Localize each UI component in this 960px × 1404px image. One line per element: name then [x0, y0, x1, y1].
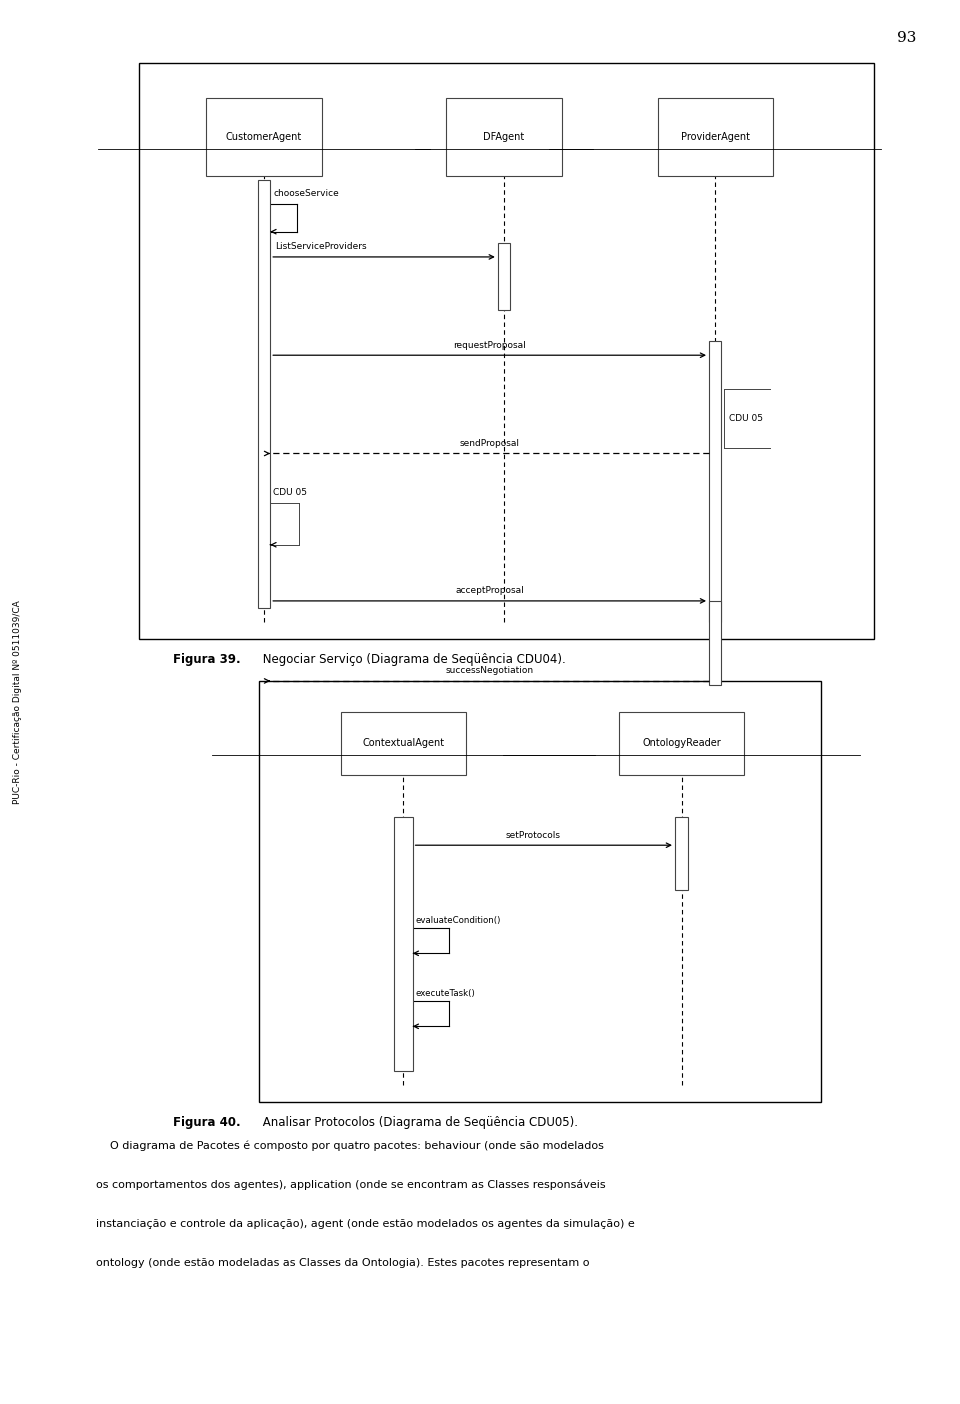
Text: ProviderAgent: ProviderAgent — [681, 132, 750, 142]
Text: os comportamentos dos agentes), application (onde se encontram as Classes respon: os comportamentos dos agentes), applicat… — [96, 1179, 606, 1189]
Text: Figura 40.: Figura 40. — [173, 1116, 240, 1129]
Bar — [675, 817, 688, 890]
Text: Analisar Protocolos (Diagrama de Seqüência CDU05).: Analisar Protocolos (Diagrama de Seqüênc… — [259, 1116, 578, 1129]
Text: setProtocols: setProtocols — [505, 831, 561, 840]
Bar — [206, 98, 322, 176]
Text: ContextualAgent: ContextualAgent — [362, 739, 444, 748]
Bar — [708, 601, 722, 685]
Text: ListServiceProviders: ListServiceProviders — [276, 243, 367, 251]
Bar — [498, 243, 511, 310]
Text: acceptProposal: acceptProposal — [455, 587, 524, 595]
Text: Figura 39.: Figura 39. — [173, 653, 240, 665]
Bar — [446, 98, 562, 176]
Bar — [394, 817, 413, 1071]
Bar — [257, 180, 271, 608]
Text: CustomerAgent: CustomerAgent — [226, 132, 302, 142]
Text: 93: 93 — [898, 31, 917, 45]
Bar — [658, 98, 773, 176]
Text: evaluateCondition(): evaluateCondition() — [416, 917, 501, 925]
Text: CDU 05: CDU 05 — [730, 414, 763, 423]
Text: chooseService: chooseService — [273, 190, 339, 198]
Text: CDU 05: CDU 05 — [273, 489, 307, 497]
Bar — [619, 712, 744, 775]
Text: requestProposal: requestProposal — [453, 341, 526, 350]
Text: instanciação e controle da aplicação), agent (onde estão modelados os agentes da: instanciação e controle da aplicação), a… — [96, 1219, 635, 1228]
Text: OntologyReader: OntologyReader — [642, 739, 721, 748]
Text: DFAgent: DFAgent — [484, 132, 524, 142]
Bar — [708, 341, 722, 622]
Bar — [341, 712, 466, 775]
Text: Negociar Serviço (Diagrama de Seqüência CDU04).: Negociar Serviço (Diagrama de Seqüência … — [259, 653, 566, 665]
Text: executeTask(): executeTask() — [416, 990, 475, 998]
Text: O diagrama de Pacotes é composto por quatro pacotes: behaviour (onde são modelad: O diagrama de Pacotes é composto por qua… — [96, 1140, 604, 1150]
Text: successNegotiation: successNegotiation — [445, 667, 534, 675]
Text: ontology (onde estão modeladas as Classes da Ontologia). Estes pacotes represent: ontology (onde estão modeladas as Classe… — [96, 1258, 589, 1268]
Bar — [139, 63, 874, 639]
Bar — [259, 681, 821, 1102]
Text: sendProposal: sendProposal — [460, 439, 519, 448]
Text: PUC-Rio - Certificação Digital Nº 0511039/CA: PUC-Rio - Certificação Digital Nº 051103… — [12, 600, 22, 804]
